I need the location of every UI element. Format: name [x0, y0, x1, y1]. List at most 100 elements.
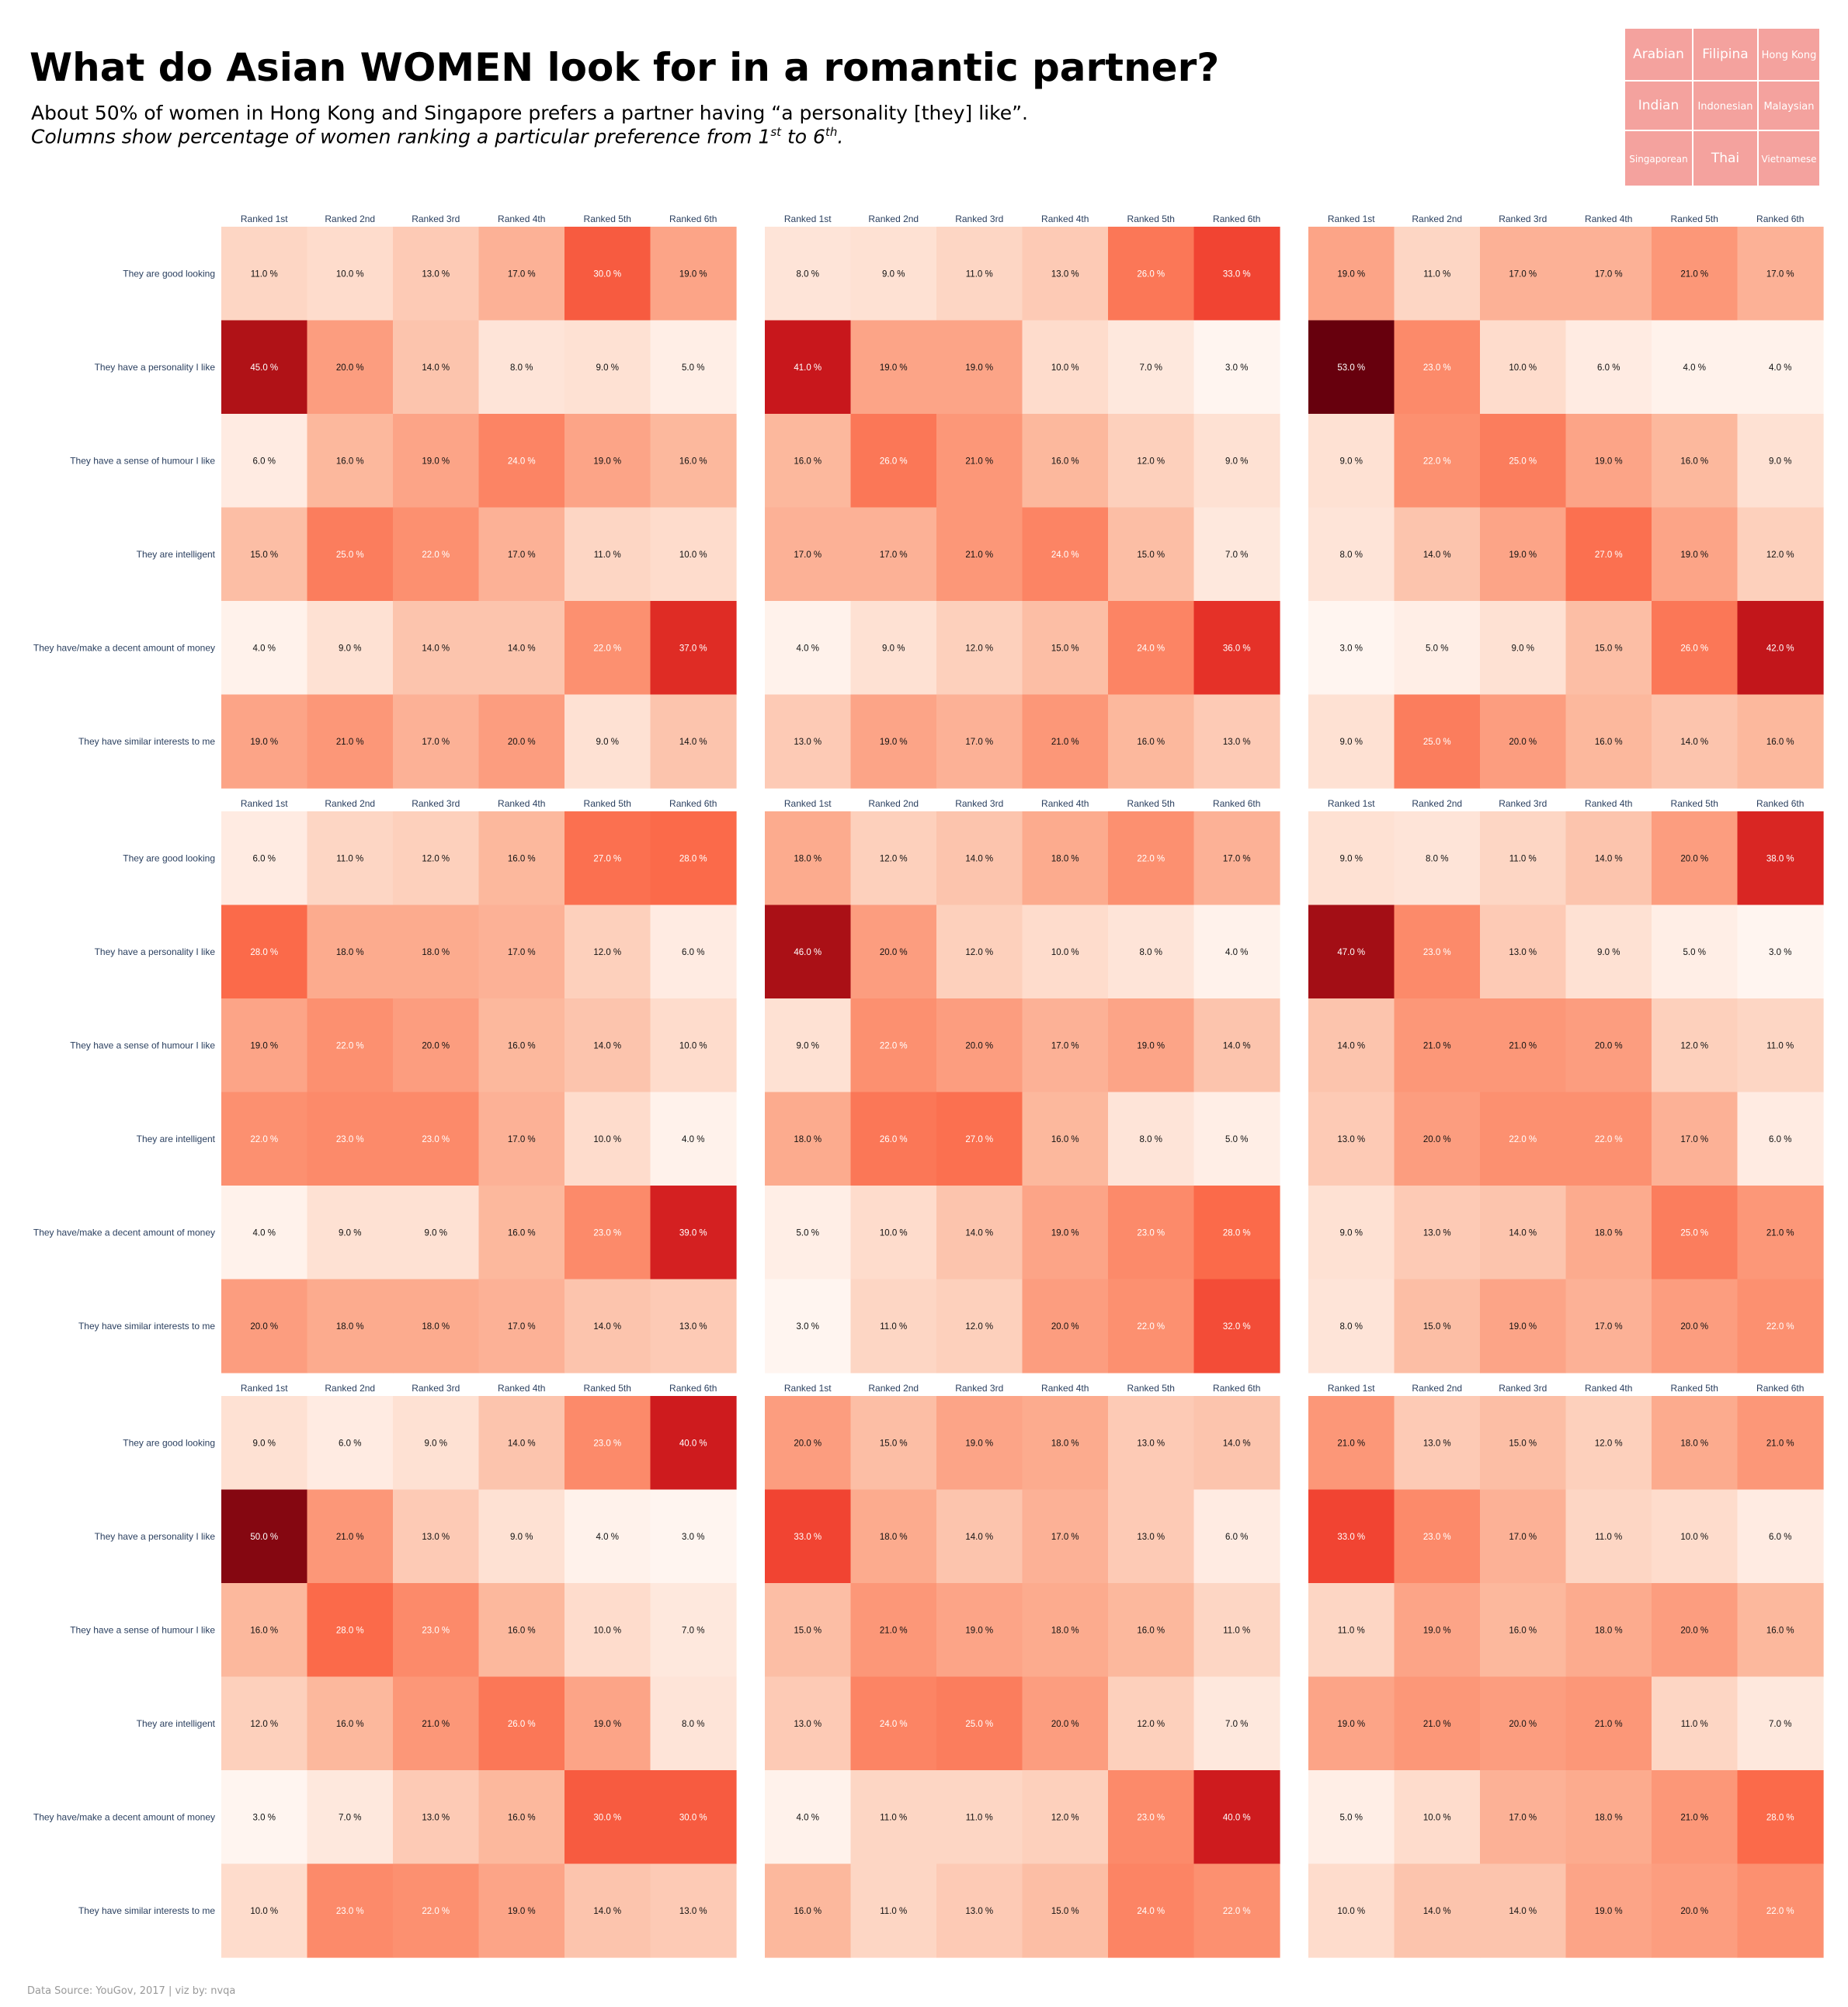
cell-value-label: 20.0 % — [1680, 1907, 1708, 1916]
heatmap-cell — [650, 507, 737, 602]
column-label: Ranked 1st — [1328, 798, 1375, 809]
heatmap-cell — [1394, 414, 1481, 509]
cell-value-label: 5.0 % — [797, 1228, 819, 1238]
heatmap-cell — [478, 1489, 565, 1584]
heatmap-cell — [221, 1279, 308, 1373]
heatmap-cell — [221, 601, 308, 696]
column-label: Ranked 6th — [1756, 214, 1804, 224]
heatmap-cell — [221, 1092, 308, 1186]
legend-label: Singaporean — [1629, 154, 1688, 165]
row-label: They are good looking — [123, 1437, 215, 1448]
cell-value-label: 11.0 % — [1338, 1626, 1365, 1635]
cell-value-label: 28.0 % — [336, 1626, 364, 1635]
legend-label: Indian — [1638, 98, 1680, 113]
heatmap-panel: Ranked 1st Ranked 2nd Ranked 3rd Ranked 4th… — [33, 1383, 737, 1958]
heatmap-panel: Ranked 1st Ranked 2nd Ranked 3rd Ranked 4th… — [765, 214, 1280, 789]
heatmap-panel: Ranked 1st Ranked 2nd Ranked 3rd Ranked 4th… — [1308, 798, 1824, 1373]
heatmap-cell — [478, 1676, 565, 1771]
cell-value-label: 16.0 % — [1051, 1135, 1079, 1144]
heatmap-cell — [650, 905, 737, 999]
heatmap-cell — [1022, 811, 1109, 906]
heatmap-cell — [393, 1583, 480, 1678]
cell-value-label: 14.0 % — [965, 1228, 993, 1238]
heatmap-cell — [936, 1770, 1023, 1865]
heatmap-cell — [478, 694, 565, 789]
heatmap-cell — [1394, 1676, 1481, 1771]
cell-value-label: 33.0 % — [794, 1533, 822, 1542]
cell-value-label: 11.0 % — [1423, 269, 1450, 279]
heatmap-cell — [1193, 320, 1280, 415]
heatmap-cell — [1652, 414, 1739, 509]
heatmap-cell — [564, 905, 651, 999]
heatmap-cell — [1480, 227, 1567, 321]
cell-value-label: 22.0 % — [1595, 1135, 1623, 1144]
cell-value-label: 19.0 % — [1509, 550, 1537, 560]
column-label: Ranked 6th — [1213, 214, 1260, 224]
heatmap-cell — [478, 1279, 565, 1373]
cell-value-label: 12.0 % — [1137, 457, 1165, 466]
heatmap-cell — [1652, 905, 1739, 999]
cell-value-label: 10.0 % — [679, 1041, 707, 1050]
heatmap-cell — [850, 905, 937, 999]
column-label: Ranked 6th — [1213, 1383, 1260, 1394]
row-label: They are intelligent — [137, 549, 216, 560]
cell-value-label: 9.0 % — [1340, 738, 1363, 747]
cell-value-label: 23.0 % — [422, 1135, 450, 1144]
heatmap-cell — [564, 1676, 651, 1771]
heatmap-cell — [765, 694, 852, 789]
cell-value-label: 20.0 % — [250, 1322, 278, 1332]
cell-value-label: 15.0 % — [1051, 1907, 1079, 1916]
legend-label: Malaysian — [1763, 101, 1814, 113]
cell-value-label: 23.0 % — [593, 1439, 621, 1448]
cell-value-label: 20.0 % — [794, 1439, 822, 1448]
cell-value-label: 28.0 % — [250, 948, 278, 957]
heatmap-cell — [936, 998, 1023, 1093]
cell-value-label: 37.0 % — [679, 644, 707, 653]
cell-value-label: 18.0 % — [336, 948, 364, 957]
cell-value-label: 16.0 % — [1051, 457, 1079, 466]
column-label: Ranked 5th — [1127, 1383, 1175, 1394]
cell-value-label: 10.0 % — [593, 1135, 621, 1144]
heatmap-cell — [393, 905, 480, 999]
heatmap-cell — [1737, 1583, 1824, 1678]
heatmap-cell — [1565, 1396, 1652, 1491]
cell-value-label: 9.0 % — [596, 738, 619, 747]
cell-value-label: 23.0 % — [336, 1135, 364, 1144]
cell-value-label: 22.0 % — [1137, 1322, 1165, 1332]
heatmap-cell — [765, 1092, 852, 1186]
heatmap-cell — [1193, 507, 1280, 602]
heatmap-cell — [393, 998, 480, 1093]
heatmap-cell — [1308, 1489, 1395, 1584]
heatmap-cell — [1565, 1676, 1652, 1771]
legend-swatch — [1692, 130, 1759, 186]
cell-value-label: 27.0 % — [1595, 550, 1623, 560]
column-label: Ranked 3rd — [955, 214, 1003, 224]
cell-value-label: 16.0 % — [1766, 1626, 1794, 1635]
heatmap-cell — [765, 507, 852, 602]
heatmap-cell — [850, 1489, 937, 1584]
heatmap-cell — [564, 811, 651, 906]
column-label: Ranked 3rd — [412, 214, 460, 224]
heatmap-cell — [1022, 1489, 1109, 1584]
heatmap-cell — [765, 905, 852, 999]
column-label: Ranked 6th — [1213, 798, 1260, 809]
heatmap-cell — [850, 1583, 937, 1678]
heatmap-cell — [478, 1770, 565, 1865]
cell-value-label: 16.0 % — [1137, 738, 1165, 747]
cell-value-label: 47.0 % — [1337, 948, 1365, 957]
heatmap-cell — [1193, 998, 1280, 1093]
cell-value-label: 4.0 % — [596, 1533, 619, 1542]
cell-value-label: 9.0 % — [425, 1228, 447, 1238]
cell-value-label: 17.0 % — [1051, 1041, 1079, 1050]
heatmap-cell — [1737, 1186, 1824, 1280]
column-label: Ranked 3rd — [1499, 798, 1547, 809]
heatmap-cell — [1022, 1676, 1109, 1771]
cell-value-label: 40.0 % — [679, 1439, 707, 1448]
cell-value-label: 25.0 % — [1423, 738, 1451, 747]
heatmap-cell — [307, 1396, 394, 1491]
heatmap-cell — [1193, 1770, 1280, 1865]
cell-value-label: 6.0 % — [682, 948, 704, 957]
cell-value-label: 4.0 % — [797, 644, 819, 653]
row-label: They have similar interests to me — [78, 736, 215, 747]
cell-value-label: 20.0 % — [1051, 1720, 1079, 1729]
